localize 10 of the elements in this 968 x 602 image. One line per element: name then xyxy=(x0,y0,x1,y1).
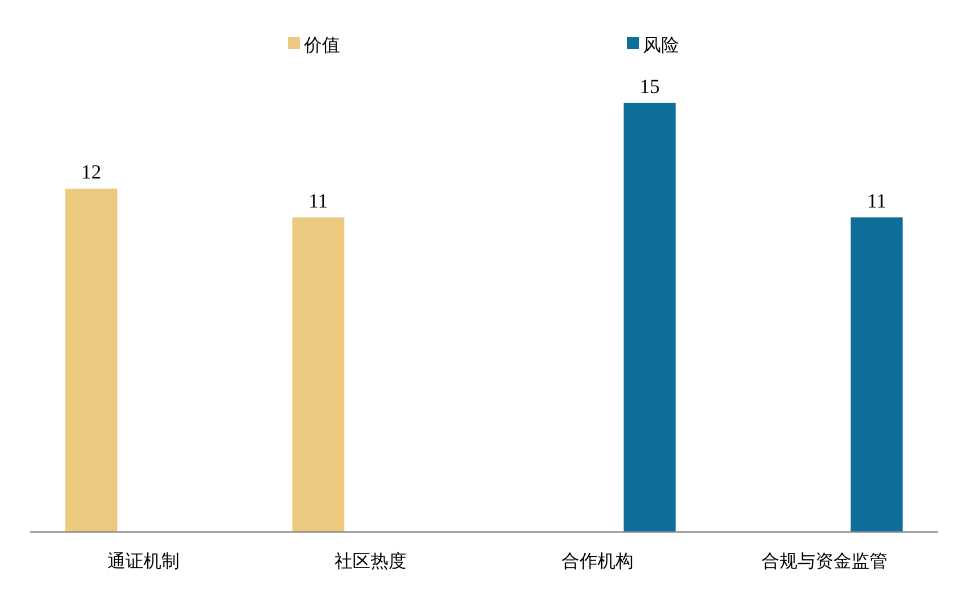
data-label: 12 xyxy=(81,162,102,184)
data-label: 11 xyxy=(867,190,886,212)
x-tick-label: 合作机构 xyxy=(562,551,634,572)
legend-label: 价值 xyxy=(303,35,340,56)
x-tick-label: 合规与资金监管 xyxy=(762,551,888,572)
legend-label: 风险 xyxy=(643,35,679,56)
x-tick-label: 通证机制 xyxy=(108,551,180,572)
x-tick-label: 社区热度 xyxy=(334,551,406,572)
data-label: 15 xyxy=(640,76,660,98)
data-label: 11 xyxy=(308,190,328,212)
